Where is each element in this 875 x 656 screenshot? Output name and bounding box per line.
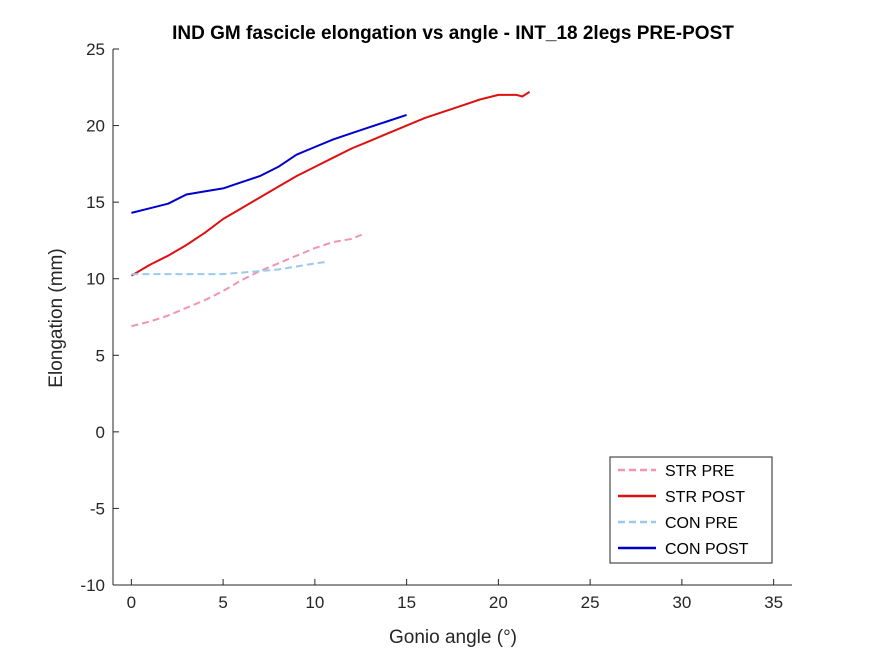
y-tick-label: 15 (86, 193, 105, 212)
y-tick-label: 10 (86, 270, 105, 289)
series-line-con-post (131, 113, 407, 214)
legend-box (609, 456, 773, 564)
x-tick-label: 5 (218, 593, 227, 612)
legend-entry-label: STR POST (665, 489, 745, 506)
legend-entry-label: CON PRE (665, 515, 738, 532)
x-tick-label: 15 (397, 593, 416, 612)
chart-title: IND GM fascicle elongation vs angle - IN… (172, 23, 734, 44)
x-tick-label: 35 (764, 593, 783, 612)
y-axis-label: Elongation (mm) (46, 248, 67, 387)
x-ticks: 0 5 10 15 20 25 30 35 (127, 579, 783, 612)
x-axis-label: Gonio angle (°) (389, 627, 517, 648)
x-tick-label: 20 (489, 593, 508, 612)
legend-entry-label: STR PRE (665, 463, 734, 480)
legend: STR PRE STR POST CON PRE CON POST (609, 456, 773, 564)
x-tick-label: 10 (305, 593, 324, 612)
legend-entry-label: CON POST (665, 541, 749, 558)
y-tick-label: 20 (86, 117, 105, 136)
series-line-str-pre (131, 233, 363, 328)
series-line-con-pre (131, 260, 327, 276)
y-tick-label: 0 (96, 423, 105, 442)
y-tick-label: -5 (90, 499, 105, 518)
series-line-str-post (130, 91, 531, 277)
y-tick-label: -10 (80, 576, 105, 595)
x-tick-label: 25 (581, 593, 600, 612)
y-tick-label: 5 (96, 346, 105, 365)
x-tick-label: 30 (672, 593, 691, 612)
series-layer (130, 91, 531, 328)
x-tick-label: 0 (127, 593, 136, 612)
plot-area: 0 5 10 15 20 25 30 35 -10 -5 0 5 10 15 20 25 (80, 40, 792, 612)
y-ticks: -10 -5 0 5 10 15 20 25 (80, 40, 119, 595)
y-tick-label: 25 (86, 40, 105, 59)
